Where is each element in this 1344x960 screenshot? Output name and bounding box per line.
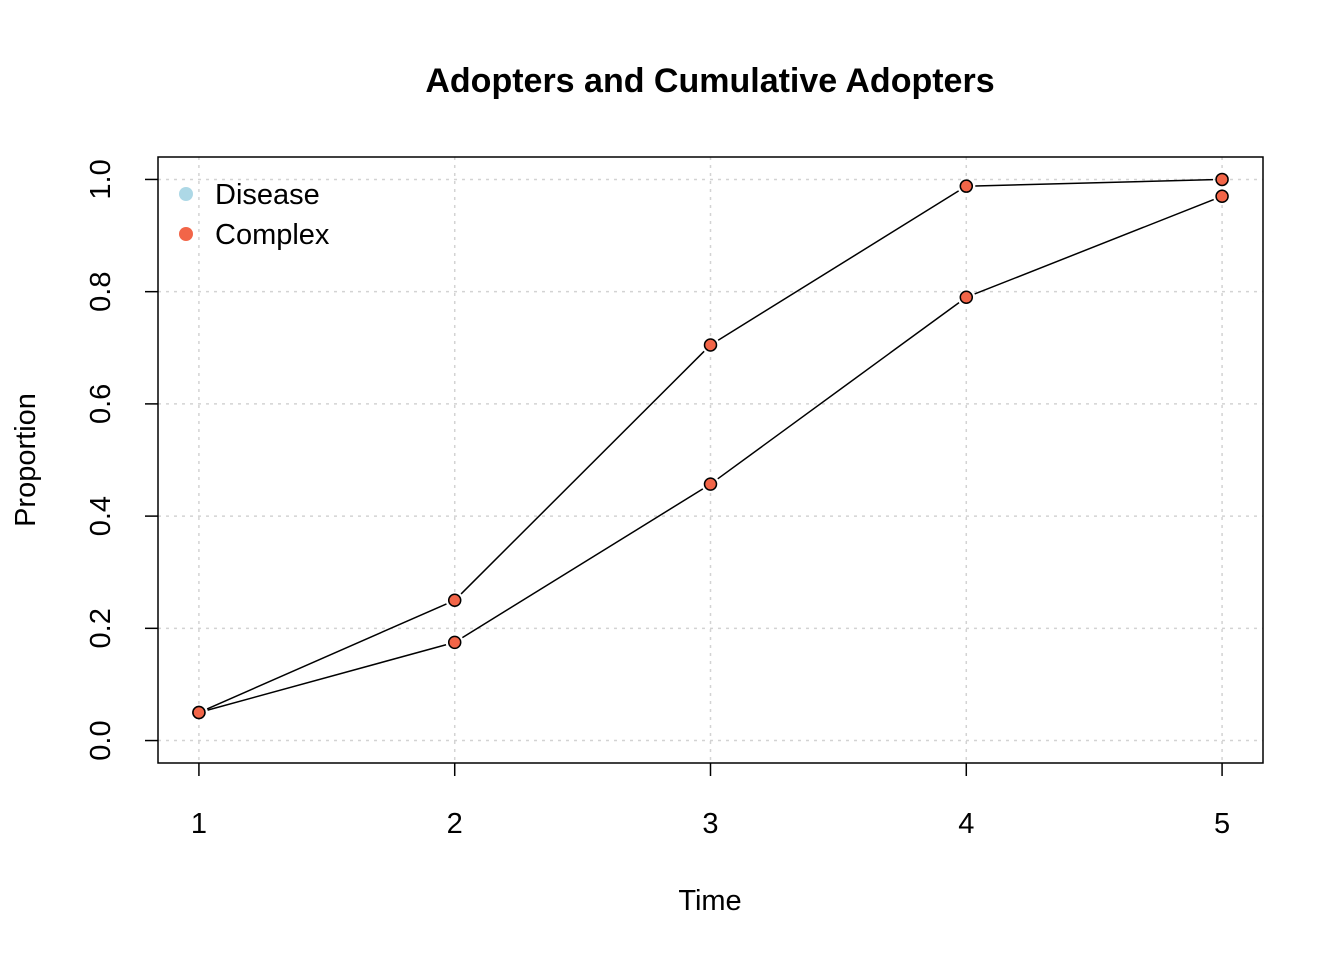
data-point (1215, 189, 1229, 204)
series-segment (460, 350, 705, 595)
data-point (192, 705, 206, 720)
y-axis-label: Proportion (10, 393, 42, 527)
data-point (1215, 172, 1229, 187)
data-point (703, 338, 718, 352)
y-axis: 0.0 0.2 0.4 0.6 0.8 1.0 (85, 159, 158, 761)
data-point (959, 290, 974, 305)
series-segment (717, 190, 960, 341)
y-tick-label: 0.0 (85, 720, 117, 760)
x-tick-label: 5 (1214, 808, 1230, 840)
legend-label: Disease (215, 179, 320, 211)
x-axis-label: Time (678, 885, 741, 917)
y-tick-label: 0.6 (85, 384, 117, 424)
y-tick-label: 1.0 (85, 159, 117, 199)
y-tick-label: 0.8 (85, 272, 117, 312)
y-tick-label: 0.2 (85, 608, 117, 648)
data-point (447, 593, 462, 608)
x-tick-label: 2 (447, 808, 463, 840)
grid (158, 157, 1263, 763)
series-segment (206, 603, 447, 710)
series-segment (975, 178, 1214, 187)
series-segment (717, 301, 960, 480)
legend-label: Complex (215, 219, 330, 251)
series-segment (207, 644, 447, 711)
series-2 (192, 189, 1229, 720)
x-tick-label: 3 (702, 808, 718, 840)
data-point (959, 179, 974, 193)
x-axis: 1 2 3 4 5 (191, 763, 1230, 840)
legend-marker (179, 187, 193, 201)
series-segment (974, 198, 1214, 295)
chart-title: Adopters and Cumulative Adopters (425, 62, 994, 100)
x-tick-label: 1 (191, 808, 207, 840)
x-tick-label: 4 (958, 808, 974, 840)
data-point (703, 477, 718, 491)
legend-marker (179, 227, 193, 241)
legend: Disease Complex (179, 179, 330, 251)
y-tick-label: 0.4 (85, 496, 117, 536)
data-point (447, 635, 462, 650)
series-segment (461, 488, 704, 639)
series-group (192, 172, 1229, 720)
